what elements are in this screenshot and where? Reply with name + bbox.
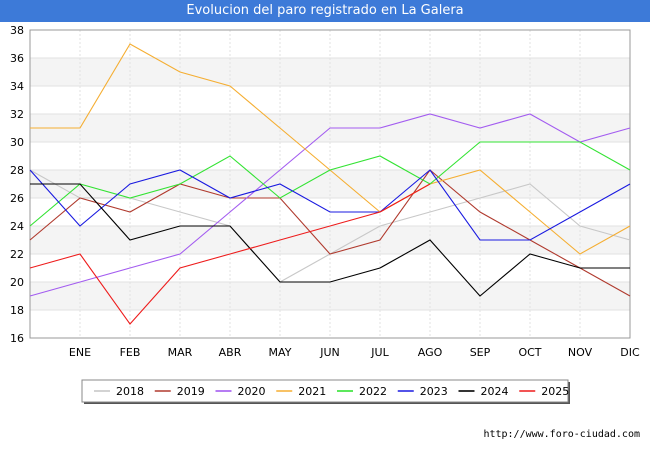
x-tick-label: ENE bbox=[69, 346, 91, 359]
legend-label-2023: 2023 bbox=[420, 385, 448, 398]
legend-label-2024: 2024 bbox=[481, 385, 509, 398]
legend-box bbox=[81, 379, 569, 403]
series-lines bbox=[29, 43, 631, 325]
y-tick-label: 38 bbox=[10, 24, 24, 37]
x-tick-label: ABR bbox=[219, 346, 242, 359]
y-axis-ticks: 16 18 20 22 24 26 28 30 32 34 36 38 bbox=[10, 24, 24, 345]
y-tick-label: 26 bbox=[10, 192, 24, 205]
x-tick-label: MAR bbox=[168, 346, 193, 359]
chart-title: Evolucion del paro registrado en La Gale… bbox=[0, 0, 650, 22]
legend-label-2020: 2020 bbox=[238, 385, 266, 398]
x-tick-label: OCT bbox=[518, 346, 541, 359]
legend-label-2019: 2019 bbox=[177, 385, 205, 398]
y-tick-label: 34 bbox=[10, 80, 24, 93]
y-tick-label: 30 bbox=[10, 136, 24, 149]
y-tick-label: 22 bbox=[10, 248, 24, 261]
x-tick-label: JUN bbox=[319, 346, 340, 359]
x-tick-label: JUL bbox=[370, 346, 389, 359]
source-link[interactable]: http://www.foro-ciudad.com bbox=[483, 429, 640, 440]
x-axis-ticks: ENE FEB MAR ABR MAY JUN JUL AGO SEP OCT NOV DIC bbox=[69, 346, 640, 359]
x-tick-label: NOV bbox=[568, 346, 593, 359]
legend-label-2018: 2018 bbox=[116, 385, 144, 398]
y-tick-label: 28 bbox=[10, 164, 24, 177]
y-tick-label: 36 bbox=[10, 52, 24, 65]
series-line-2025 bbox=[29, 183, 431, 325]
y-tick-label: 16 bbox=[10, 332, 24, 345]
legend-label-2022: 2022 bbox=[359, 385, 387, 398]
y-tick-label: 20 bbox=[10, 276, 24, 289]
series-line-2022 bbox=[29, 141, 631, 227]
y-tick-label: 18 bbox=[10, 304, 24, 317]
x-tick-label: DIC bbox=[620, 346, 640, 359]
series-line-2023 bbox=[29, 169, 631, 241]
legend: 2018 2019 2020 2021 2022 2023 2024 2025 bbox=[81, 379, 570, 404]
series-line-2024 bbox=[30, 183, 630, 297]
y-tick-label: 24 bbox=[10, 220, 24, 233]
legend-label-2021: 2021 bbox=[298, 385, 326, 398]
x-tick-label: SEP bbox=[470, 346, 491, 359]
legend-label-2025: 2025 bbox=[541, 385, 569, 398]
x-tick-label: MAY bbox=[269, 346, 292, 359]
series-line-2020 bbox=[29, 113, 631, 297]
x-tick-label: FEB bbox=[120, 346, 141, 359]
x-tick-label: AGO bbox=[418, 346, 443, 359]
y-tick-label: 32 bbox=[10, 108, 24, 121]
